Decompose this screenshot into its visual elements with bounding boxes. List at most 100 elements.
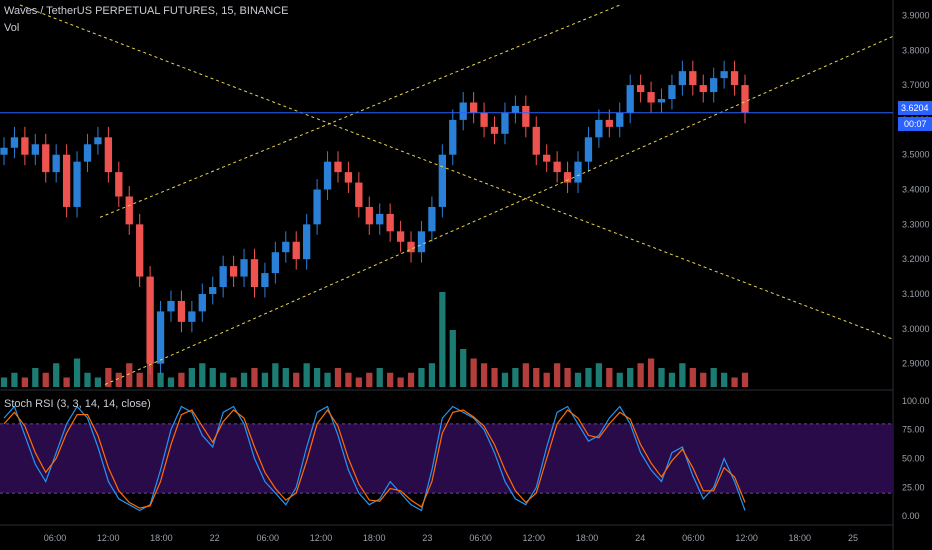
candle-body [334, 161, 342, 173]
stoch-rsi-lines [3, 405, 746, 512]
candle-body [313, 189, 321, 225]
volume-bar [512, 368, 519, 387]
volume-bars [0, 292, 749, 387]
volume-bar [199, 363, 206, 387]
volume-bar [355, 377, 362, 387]
volume-bar [334, 368, 342, 387]
candle-body [271, 252, 280, 274]
candle-body [303, 224, 311, 260]
price-tick: 3.8000 [902, 45, 930, 55]
candle-body [365, 206, 373, 225]
stoch-label: Stoch RSI (3, 3, 14, 14, close) [4, 398, 151, 410]
candle-body [115, 172, 123, 197]
time-tick: 22 [210, 533, 220, 543]
candle-body [647, 92, 655, 103]
candle-body [490, 126, 499, 134]
candle-body [459, 102, 467, 120]
candle-body [376, 213, 384, 225]
volume-bar [387, 372, 394, 387]
volume-bar [439, 292, 446, 387]
time-tick: 18:00 [576, 533, 599, 543]
candle-body [42, 144, 50, 173]
candle-body [532, 126, 540, 155]
volume-bar [480, 363, 488, 387]
candle-body [177, 300, 186, 322]
volume-bar [32, 368, 39, 387]
candle-body [188, 311, 196, 322]
volume-bar [345, 372, 352, 387]
volume-bar [272, 363, 279, 387]
candle-body [229, 266, 238, 277]
volume-bar [188, 368, 195, 387]
volume-bar [313, 368, 321, 387]
volume-bar [679, 363, 686, 387]
candle-body [720, 71, 728, 79]
time-tick: 12:00 [523, 533, 546, 543]
candle-body [31, 144, 39, 155]
candle-body [73, 161, 81, 207]
candle-body [10, 137, 19, 148]
volume-bar [324, 372, 331, 387]
time-tick: 06:00 [44, 533, 67, 543]
candle-body [21, 137, 29, 155]
candle-body [62, 154, 71, 207]
candle-body [428, 206, 436, 232]
candle-body [449, 119, 457, 155]
chart-title: Waves / TetherUS PERPETUAL FUTURES, 15, … [4, 5, 289, 17]
candle-body [94, 137, 102, 145]
trendline-channel-upper [99, 4, 621, 218]
volume-bar [741, 372, 749, 387]
candle-body [407, 241, 415, 253]
volume-bar [157, 372, 164, 387]
volume-bar [658, 368, 665, 387]
volume-bar [94, 377, 102, 387]
time-tick: 06:00 [469, 533, 492, 543]
volume-bar [11, 372, 18, 387]
candle-body [730, 71, 739, 86]
volume-bar [282, 368, 289, 387]
stoch-band-fill [0, 423, 893, 494]
volume-bar [606, 368, 613, 387]
volume-bar [720, 372, 728, 387]
volume-bar [53, 363, 60, 387]
volume-bar [73, 358, 81, 387]
candle-body [240, 259, 248, 277]
volume-bar [397, 377, 404, 387]
candle-body [657, 99, 666, 103]
time-tick: 25 [848, 533, 858, 543]
candle-body [616, 112, 624, 127]
volume-bar [585, 368, 592, 387]
volume-bar [554, 363, 561, 387]
price-tick: 3.1000 [902, 289, 930, 299]
volume-bar [63, 377, 70, 387]
volume-bar [647, 358, 655, 387]
stoch-tick: 75.00 [902, 425, 925, 435]
candle-body [417, 231, 426, 253]
volume-bar [407, 372, 415, 387]
volume-bar [460, 349, 467, 387]
volume-bar [178, 372, 185, 387]
volume-bar [501, 372, 509, 387]
stoch-axis: 100.00 75.00 50.00 25.00 0.00 [902, 396, 930, 521]
volume-bar [449, 330, 456, 387]
stoch-series-k [3, 405, 746, 512]
volume-bar [136, 372, 143, 387]
volume-bar [126, 363, 133, 387]
candle-body [219, 266, 227, 288]
volume-bar [533, 368, 540, 387]
candle-body [699, 85, 707, 93]
candle-body [553, 161, 561, 173]
volume-bar [0, 377, 8, 387]
candle-body [626, 85, 634, 113]
candle-body [522, 105, 530, 127]
price-tick: 3.5000 [902, 150, 930, 160]
candle-body [668, 85, 676, 100]
time-tick: 18:00 [363, 533, 386, 543]
price-tick: 3.9000 [902, 10, 930, 20]
candle-body [344, 172, 353, 183]
candle-body [292, 241, 300, 260]
price-tick: 3.4000 [902, 185, 930, 195]
candle-body [355, 182, 363, 207]
candle-body [636, 85, 645, 93]
